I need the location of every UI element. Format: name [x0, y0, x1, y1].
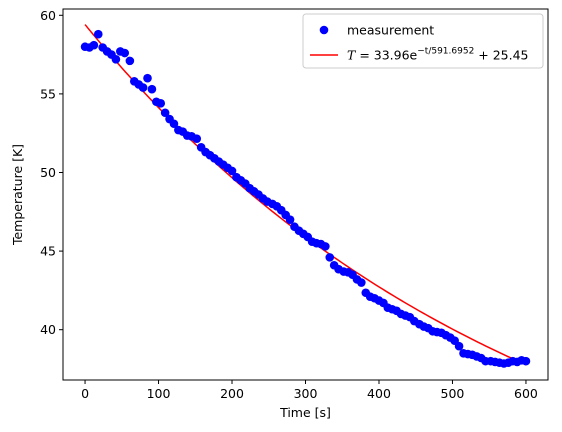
- data-point: [192, 134, 202, 143]
- data-point: [357, 278, 366, 287]
- y-tick-label: 60: [40, 8, 56, 23]
- x-tick-label: 600: [514, 386, 538, 401]
- data-point: [160, 108, 170, 118]
- x-axis-label: Time [s]: [279, 405, 331, 420]
- legend-fit-suffix: + 25.45: [474, 48, 528, 63]
- legend-fit-var: T: [347, 48, 357, 63]
- data-point: [93, 29, 103, 39]
- data-point: [111, 55, 121, 64]
- data-point: [89, 40, 99, 50]
- data-point: [143, 73, 152, 83]
- x-axis-ticks: 0 100 200 300 400 500 600: [81, 380, 538, 401]
- data-point: [138, 83, 148, 92]
- y-tick-label: 45: [40, 244, 56, 259]
- data-point: [521, 356, 531, 366]
- x-tick-label: 300: [294, 386, 318, 401]
- data-point: [321, 242, 330, 251]
- data-point: [285, 215, 295, 224]
- legend: measurement T = 33.96e−t/591.6952 + 25.4…: [302, 13, 544, 69]
- measurement-points-layer: [80, 29, 531, 368]
- data-point: [169, 119, 179, 129]
- legend-fit-exponent: −t/591.6952: [417, 47, 474, 57]
- legend-box: [302, 13, 544, 69]
- y-axis-label: Temperature [K]: [10, 144, 25, 246]
- legend-label-fit: T = 33.96e−t/591.6952 + 25.45: [347, 47, 529, 63]
- y-tick-label: 50: [40, 165, 56, 180]
- data-point: [120, 48, 130, 58]
- data-point: [325, 253, 335, 262]
- data-point: [227, 166, 237, 176]
- x-tick-label: 500: [441, 386, 465, 401]
- x-tick-label: 0: [81, 386, 89, 401]
- x-tick-label: 400: [367, 386, 391, 401]
- data-point: [454, 341, 464, 351]
- y-axis-ticks: 40 45 50 55 60: [40, 8, 63, 337]
- x-tick-label: 200: [220, 386, 244, 401]
- x-tick-label: 100: [147, 386, 171, 401]
- data-point: [147, 84, 157, 94]
- y-tick-label: 55: [40, 86, 56, 101]
- legend-label-measurement: measurement: [347, 23, 434, 38]
- data-point: [125, 56, 135, 66]
- y-tick-label: 40: [40, 322, 56, 337]
- legend-fit-middle: = 33.96e: [355, 48, 417, 63]
- data-point: [156, 99, 166, 108]
- legend-marker-measurement: [319, 25, 329, 35]
